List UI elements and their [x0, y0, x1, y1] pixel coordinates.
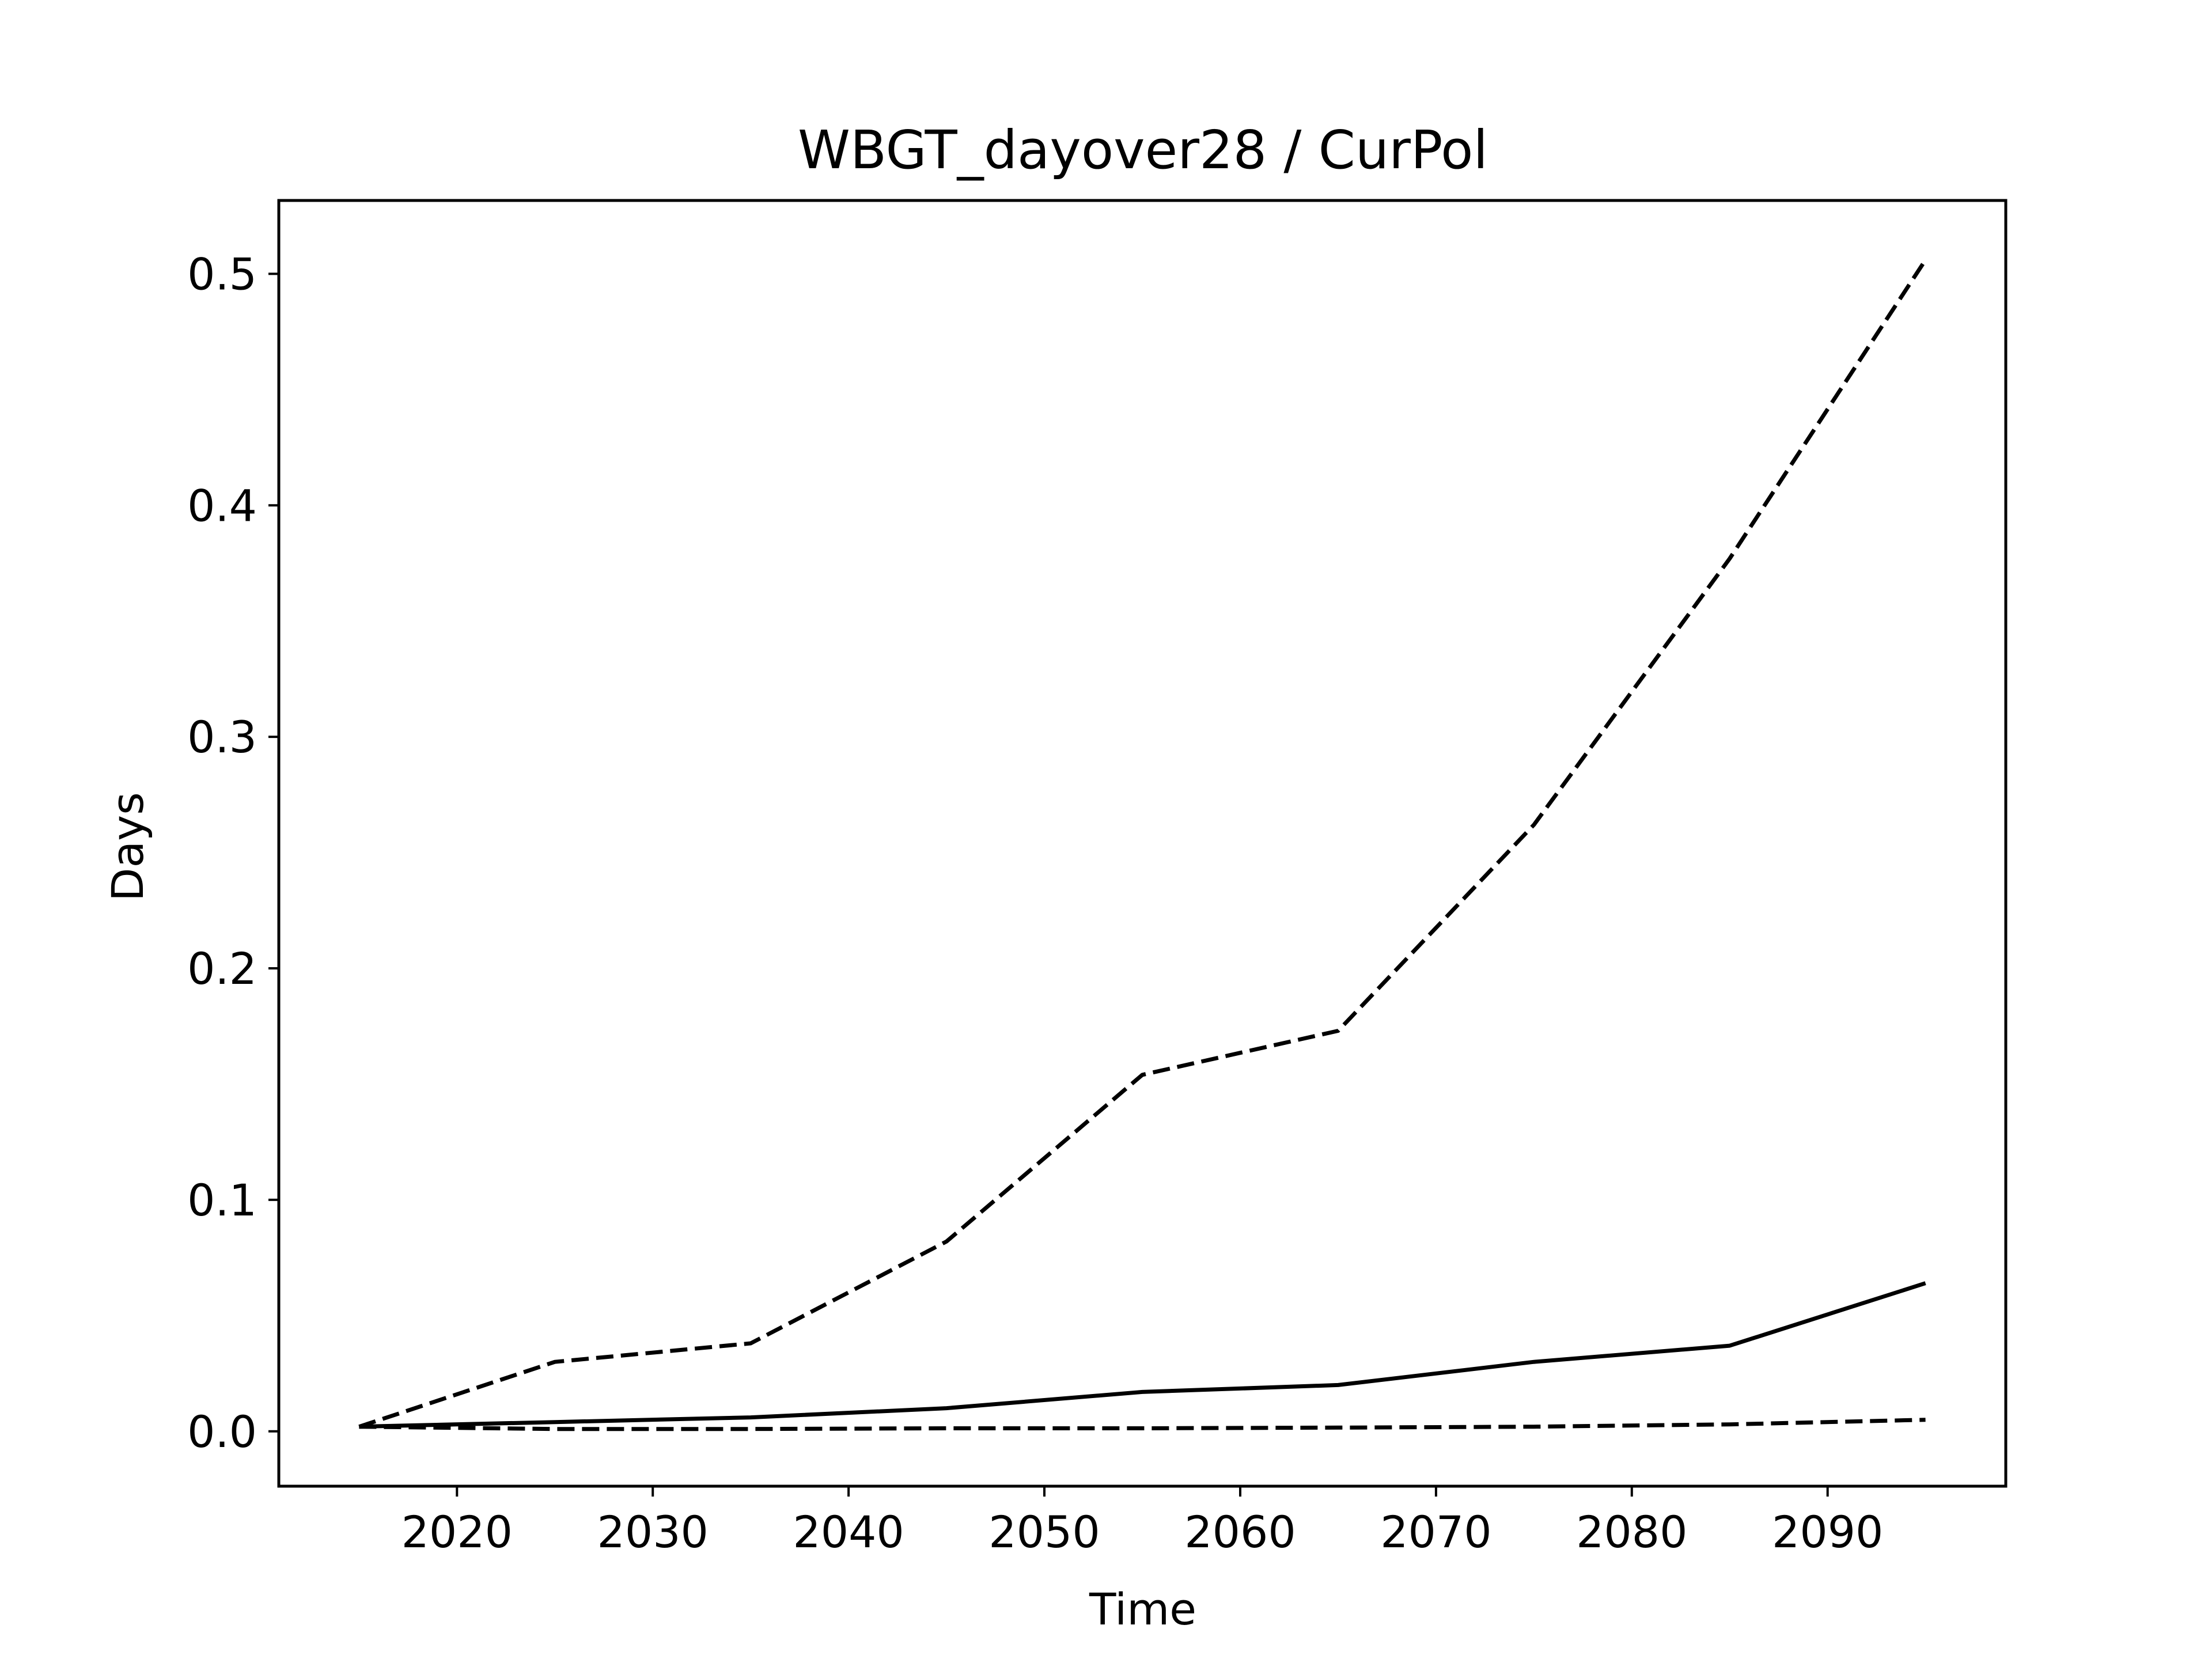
x-tick-label-2080: 2080	[1576, 1506, 1687, 1558]
x-tick-label-2050: 2050	[988, 1506, 1100, 1558]
y-tick-label-0.3: 0.3	[187, 711, 257, 763]
x-tick-label-2070: 2070	[1380, 1506, 1491, 1558]
x-tick-label-2060: 2060	[1184, 1506, 1296, 1558]
series-layer	[358, 259, 1927, 1431]
x-tick-label-2090: 2090	[1772, 1506, 1883, 1558]
series-line-2	[359, 1281, 1926, 1429]
series-line-1	[358, 259, 1927, 1429]
series-line-3	[359, 1418, 1926, 1431]
x-axis-label: Time	[1089, 1584, 1196, 1635]
plot-frame	[277, 199, 2008, 1488]
tick-layer: 2020 2030 2040 2050 2060 2070 2080 2090 0.0 0.1 0.…	[187, 248, 1883, 1558]
x-tick-label-2040: 2040	[793, 1506, 904, 1558]
chart-title: WBGT_dayover28 / CurPol	[798, 119, 1488, 181]
y-tick-label-0.1: 0.1	[187, 1175, 257, 1226]
y-tick-label-0.0: 0.0	[187, 1406, 257, 1457]
y-tick-label-0.5: 0.5	[187, 248, 257, 300]
y-tick-label-0.4: 0.4	[187, 480, 257, 531]
x-tick-label-2020: 2020	[402, 1506, 513, 1558]
x-tick-label-2030: 2030	[597, 1506, 708, 1558]
y-tick-label-0.2: 0.2	[187, 943, 257, 994]
y-axis-label: Days	[102, 792, 153, 902]
